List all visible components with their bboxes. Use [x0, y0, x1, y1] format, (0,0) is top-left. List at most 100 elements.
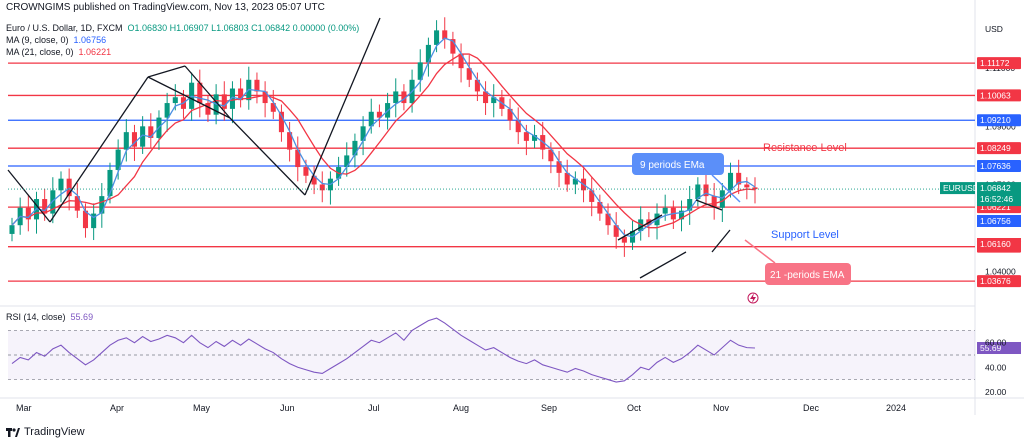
- candle-body[interactable]: [621, 236, 627, 243]
- candle-body[interactable]: [564, 172, 570, 185]
- candle-body[interactable]: [662, 207, 668, 214]
- candle-body[interactable]: [458, 53, 464, 69]
- candle-body[interactable]: [270, 103, 276, 112]
- candle-body[interactable]: [605, 213, 611, 226]
- ema9-callout-bg[interactable]: [632, 153, 724, 175]
- candle-body[interactable]: [638, 219, 644, 232]
- candle-body[interactable]: [613, 225, 619, 237]
- candle-body[interactable]: [417, 62, 423, 80]
- candle-body[interactable]: [556, 161, 562, 173]
- symbol-tag: EURUSD: [943, 183, 979, 193]
- candle-body[interactable]: [752, 187, 758, 190]
- legend-symbol-row[interactable]: Euro / U.S. Dollar, 1D, FXCM O1.06830 H1…: [6, 22, 359, 34]
- candle-body[interactable]: [295, 149, 301, 168]
- trend-line[interactable]: [184, 65, 231, 119]
- candle-body[interactable]: [140, 126, 146, 147]
- candle-body[interactable]: [66, 178, 72, 197]
- candle-body[interactable]: [483, 91, 489, 104]
- candle-body[interactable]: [107, 169, 113, 197]
- ema21-callout-bg[interactable]: [765, 263, 851, 285]
- candle-body[interactable]: [278, 111, 284, 133]
- candle-body[interactable]: [9, 225, 15, 234]
- rsi-legend[interactable]: RSI (14, close) 55.69: [6, 312, 93, 322]
- footer-brand: TradingView: [24, 426, 85, 438]
- candle-body[interactable]: [736, 172, 742, 185]
- ma9-line[interactable]: [11, 37, 756, 238]
- candle-body[interactable]: [442, 30, 448, 40]
- candle-body[interactable]: [589, 190, 595, 202]
- candle-body[interactable]: [91, 213, 97, 229]
- candle-body[interactable]: [532, 135, 538, 141]
- candle-body[interactable]: [507, 108, 513, 121]
- candle-body[interactable]: [523, 132, 529, 141]
- candle-body[interactable]: [727, 172, 734, 191]
- candle-body[interactable]: [42, 199, 48, 214]
- candle-body[interactable]: [311, 175, 317, 185]
- rsi-value: 55.69: [70, 312, 94, 322]
- trend-line[interactable]: [229, 117, 306, 196]
- candle-body[interactable]: [474, 79, 480, 92]
- candle-body[interactable]: [360, 126, 366, 141]
- candle-body[interactable]: [368, 111, 374, 127]
- candle-body[interactable]: [287, 132, 293, 150]
- candle-body[interactable]: [687, 199, 693, 211]
- rsi-line[interactable]: [11, 317, 756, 383]
- trend-line[interactable]: [49, 76, 149, 223]
- trend-line[interactable]: [639, 251, 687, 279]
- candle-body[interactable]: [205, 103, 211, 115]
- ma21-line[interactable]: [11, 53, 756, 229]
- candle-body[interactable]: [197, 82, 203, 104]
- candle-body[interactable]: [352, 140, 358, 156]
- candle-body[interactable]: [703, 184, 709, 197]
- candle-body[interactable]: [515, 120, 521, 133]
- candle-body[interactable]: [678, 210, 685, 220]
- tradingview-footer[interactable]: TradingView: [6, 426, 85, 438]
- candle-body[interactable]: [744, 184, 750, 188]
- candle-body[interactable]: [401, 91, 407, 104]
- candle-body[interactable]: [344, 155, 350, 168]
- candle-body[interactable]: [376, 111, 382, 118]
- candle-body[interactable]: [123, 132, 129, 150]
- candle-body[interactable]: [466, 68, 472, 80]
- candle-body[interactable]: [131, 132, 138, 147]
- ma9-tag-bg: [977, 215, 1021, 227]
- candle-body[interactable]: [115, 149, 121, 170]
- candle-body[interactable]: [254, 79, 260, 92]
- candle-body[interactable]: [82, 210, 89, 229]
- candle-body[interactable]: [719, 190, 725, 208]
- candle-body[interactable]: [597, 201, 603, 214]
- candle-body[interactable]: [99, 196, 105, 214]
- candle-body[interactable]: [58, 178, 64, 191]
- candle-body[interactable]: [548, 149, 554, 162]
- candle-body[interactable]: [450, 39, 456, 54]
- candle-body[interactable]: [229, 88, 235, 109]
- time-axis-label: Oct: [627, 403, 642, 413]
- candle-body[interactable]: [572, 178, 578, 185]
- legend-ma9-row[interactable]: MA (9, close, 0) 1.06756: [6, 34, 359, 46]
- candle-body[interactable]: [303, 167, 309, 176]
- trend-line[interactable]: [147, 76, 231, 119]
- candle-body[interactable]: [238, 88, 244, 101]
- candle-body[interactable]: [25, 207, 31, 220]
- candle-body[interactable]: [319, 184, 325, 191]
- candle-body[interactable]: [695, 184, 701, 200]
- candle-body[interactable]: [172, 97, 178, 104]
- trend-line[interactable]: [147, 65, 186, 78]
- trend-line[interactable]: [695, 199, 723, 211]
- candle-body[interactable]: [262, 91, 268, 104]
- trend-line[interactable]: [617, 214, 663, 241]
- candle-body[interactable]: [434, 30, 440, 45]
- trend-line[interactable]: [711, 229, 731, 253]
- candle-body[interactable]: [711, 196, 717, 208]
- candle-body[interactable]: [164, 103, 170, 118]
- trend-line[interactable]: [304, 17, 381, 196]
- candle-body[interactable]: [393, 91, 399, 104]
- legend-ma21-row[interactable]: MA (21, close, 0) 1.06221: [6, 46, 359, 58]
- candle-body[interactable]: [491, 97, 497, 104]
- candle-body[interactable]: [148, 126, 154, 138]
- candle-body[interactable]: [74, 196, 80, 211]
- trend-line[interactable]: [7, 169, 51, 223]
- event-lightning-icon[interactable]: [747, 292, 759, 304]
- candle-body[interactable]: [425, 44, 431, 63]
